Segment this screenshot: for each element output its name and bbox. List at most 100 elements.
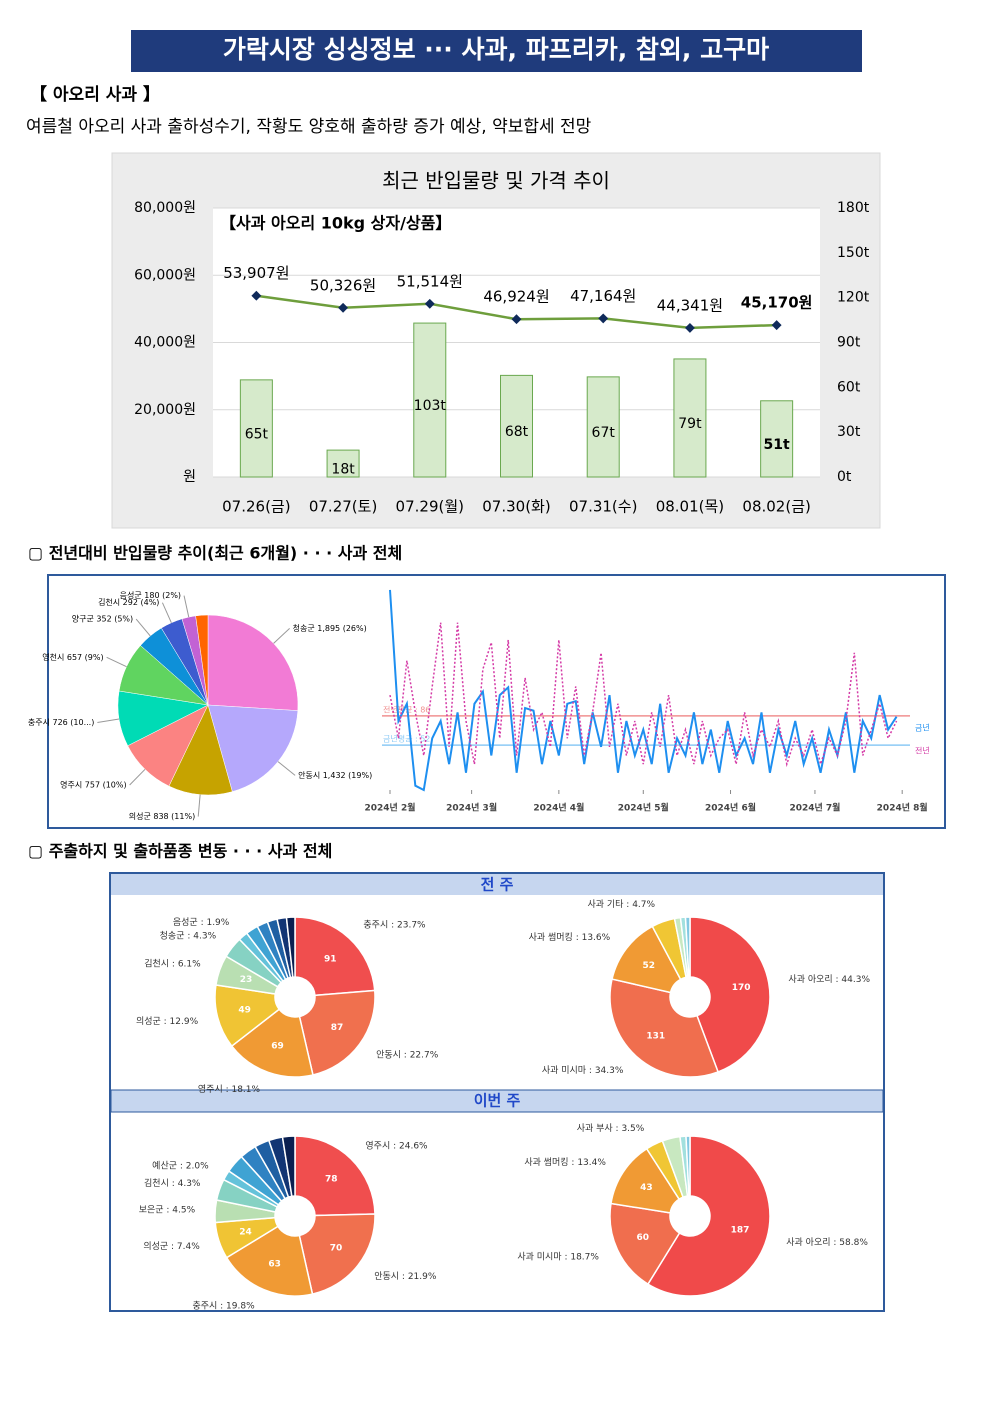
price-label: 50,326원	[310, 276, 376, 294]
price-label: 46,924원	[483, 288, 549, 306]
slice-label: 사과 미시마 : 18.7%	[517, 1251, 599, 1262]
price-label: 47,164원	[570, 287, 636, 305]
slice-label: 사과 부사 : 3.5%	[577, 1123, 645, 1134]
donut-slice	[646, 1135, 771, 1297]
slice-label: 충주시 : 19.8%	[192, 1301, 255, 1312]
y-tick-label: 원	[183, 469, 196, 485]
slice-label: 김천시 : 6.1%	[144, 958, 201, 970]
pie-label: 의성군 838 (11%)	[129, 811, 195, 821]
donut-slice	[609, 978, 720, 1078]
pie-slice	[195, 614, 209, 706]
pie-slice	[207, 704, 299, 792]
slice-label: 사과 썸머킹 : 13.6%	[529, 931, 611, 943]
price-marker	[684, 322, 695, 333]
bar-value-label: 79t	[678, 416, 702, 432]
bar-value-label: 51t	[764, 437, 790, 453]
slice-count: 60	[636, 1233, 649, 1243]
slice-label: 영주시 : 24.6%	[365, 1140, 428, 1151]
pie-label: 김천시 292 (4%)	[98, 597, 159, 607]
x-tick-label: 07.30(화)	[482, 498, 550, 516]
slice-label: 의성군 : 12.9%	[136, 1016, 199, 1027]
price-marker	[424, 298, 435, 309]
y-tick-label: 20,000원	[134, 402, 196, 418]
slice-label: 의성군 : 7.4%	[143, 1241, 200, 1252]
donut-slice	[225, 1225, 314, 1297]
bar-value-label: 103t	[414, 398, 447, 414]
slice-count: 131	[646, 1032, 665, 1042]
x-tick-label: 07.31(수)	[569, 498, 637, 516]
panel-title: 이번 주	[474, 1092, 521, 1110]
slice-label: 보은군 : 4.5%	[139, 1205, 196, 1216]
y2-tick-label: 180t	[837, 200, 870, 216]
y2-tick-label: 120t	[837, 290, 870, 306]
slice-count: 170	[732, 983, 751, 993]
y2-tick-label: 0t	[837, 469, 852, 485]
donut-slice	[610, 1147, 681, 1214]
series-line	[389, 622, 898, 768]
slice-count: 63	[268, 1259, 281, 1269]
price-label: 51,514원	[397, 272, 463, 290]
slice-count: 69	[271, 1041, 284, 1051]
price-marker	[338, 302, 349, 313]
x-tick-label: 2024년 6월	[705, 802, 756, 814]
slice-label: 사과 아오리 : 58.8%	[786, 1237, 868, 1248]
slice-label: 음성군 : 1.9%	[173, 917, 230, 928]
slice-count: 43	[640, 1183, 653, 1193]
donut-slice	[689, 916, 771, 1073]
x-tick-label: 08.01(목)	[656, 498, 724, 516]
slice-label: 충주시 : 23.7%	[363, 919, 426, 930]
x-tick-label: 2024년 7월	[789, 802, 840, 814]
legend-label: 금년	[915, 723, 930, 733]
bar	[500, 374, 533, 478]
y2-tick-label: 90t	[837, 335, 861, 351]
slice-count: 78	[325, 1174, 338, 1184]
donut-slice	[611, 925, 682, 994]
price-marker	[771, 320, 782, 331]
price-label: 45,170원	[741, 294, 813, 312]
bar	[586, 376, 620, 478]
bar-value-label: 67t	[592, 425, 616, 441]
bar-value-label: 18t	[331, 462, 355, 478]
x-tick-label: 2024년 5월	[618, 802, 669, 814]
x-tick-label: 07.27(토)	[309, 498, 377, 516]
x-tick-label: 07.29(월)	[396, 498, 464, 516]
pie-slice	[168, 704, 233, 796]
pie-label: 영주시 757 (10%)	[60, 780, 126, 790]
slice-label: 청송군 : 4.3%	[160, 931, 217, 942]
donut-slice	[685, 1135, 691, 1197]
bar	[673, 358, 707, 478]
y-tick-label: 80,000원	[134, 200, 196, 216]
donut-slice	[285, 916, 296, 978]
slice-count: 49	[238, 1006, 251, 1016]
donut-slice	[298, 989, 376, 1076]
bar	[326, 449, 360, 478]
slice-label: 안동시 : 21.9%	[374, 1271, 437, 1282]
pie-label: 충주시 726 (10...)	[28, 718, 95, 727]
price-marker	[511, 314, 522, 325]
price-marker	[251, 290, 262, 301]
leader-line	[97, 718, 120, 723]
series-line	[389, 589, 898, 792]
panel-header	[111, 874, 883, 895]
price-label: 44,341원	[657, 296, 723, 314]
x-tick-label: 2024년 2월	[364, 802, 415, 814]
leader-line	[183, 595, 190, 618]
slice-label: 김천시 : 4.3%	[144, 1177, 201, 1189]
slice-count: 91	[324, 954, 337, 964]
donut-slice	[684, 916, 691, 978]
page-title: 가락시장 싱싱정보 ··· 사과, 파프리카, 참외, 고구마	[223, 35, 769, 64]
title-banner	[131, 30, 862, 72]
bar	[760, 400, 794, 478]
price-marker	[598, 313, 609, 324]
leader-line	[277, 761, 296, 776]
chart-subtitle: 【사과 아오리 10kg 상자/상품】	[220, 214, 451, 233]
donut-slice	[294, 916, 376, 997]
price-label: 53,907원	[223, 264, 289, 282]
section-heading: ▢ 주출하지 및 출하품종 변동 · · · 사과 전체	[28, 842, 332, 861]
x-tick-label: 08.02(금)	[742, 498, 810, 516]
slice-count: 70	[330, 1244, 343, 1254]
x-tick-label: 2024년 8월	[877, 802, 928, 814]
pie-slice	[207, 614, 299, 711]
slice-count: 87	[331, 1023, 344, 1033]
